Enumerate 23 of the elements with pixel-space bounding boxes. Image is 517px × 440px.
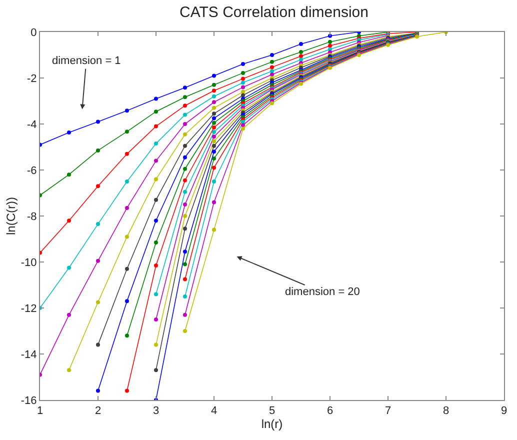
annotation: dimension = 20	[285, 286, 360, 298]
x-tick-label: 4	[210, 405, 218, 418]
x-tick-label: 2	[94, 405, 102, 418]
annotation: dimension = 1	[52, 55, 121, 67]
y-tick-label: -10	[20, 256, 37, 269]
x-tick-label: 8	[442, 405, 450, 418]
y-tick-label: -8	[27, 210, 37, 223]
x-tick-label: 1	[36, 405, 44, 418]
y-tick-label: -2	[27, 72, 37, 85]
y-tick-label: -14	[20, 348, 37, 361]
y-tick-label: -6	[27, 164, 37, 177]
x-tick-label: 6	[326, 405, 334, 418]
y-tick-label: -12	[20, 302, 37, 315]
y-tick-label: -16	[20, 394, 37, 407]
x-tick-label: 3	[152, 405, 160, 418]
x-tick-label: 7	[384, 405, 392, 418]
y-tick-label: -4	[27, 118, 37, 131]
x-axis-title: ln(r)	[261, 417, 283, 432]
y-tick-label: 0	[30, 26, 37, 39]
y-axis-title: ln(C(r))	[4, 197, 18, 235]
x-tick-label: 9	[500, 405, 508, 418]
x-tick-label: 5	[268, 405, 276, 418]
chart-title: CATS Correlation dimension	[180, 4, 368, 22]
